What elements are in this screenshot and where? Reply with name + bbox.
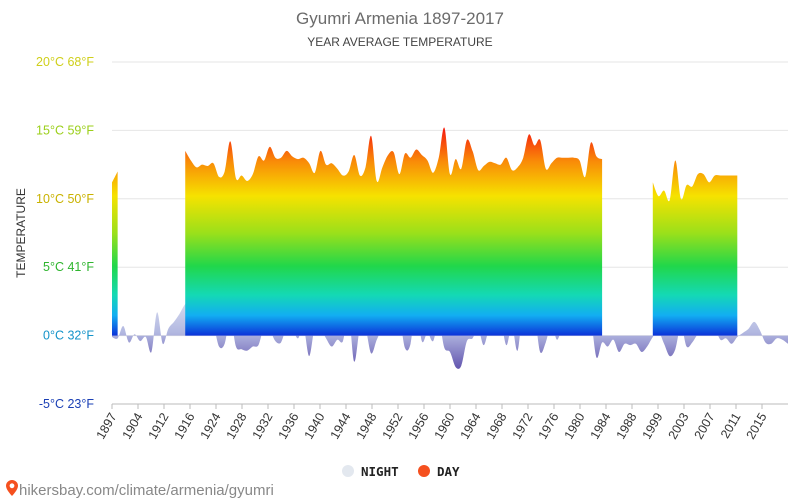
legend[interactable]: NIGHT DAY xyxy=(342,464,460,479)
x-tick-label: 1956 xyxy=(406,410,432,441)
x-tick-label: 1972 xyxy=(510,410,536,441)
x-tick-label: 1936 xyxy=(276,410,302,441)
night-area xyxy=(112,301,788,369)
x-tick-label: 1928 xyxy=(224,410,250,441)
x-tick-label: 1988 xyxy=(614,410,640,441)
x-tick-label: 1944 xyxy=(328,410,354,441)
x-tick-label: 1932 xyxy=(250,410,276,441)
y-tick-label: 20°C 68°F xyxy=(36,55,94,69)
y-tick-label: 0°C 32°F xyxy=(43,329,94,343)
x-tick-label: 1984 xyxy=(588,410,614,441)
x-tick-label: 1976 xyxy=(536,410,562,441)
y-tick-label: 5°C 41°F xyxy=(43,260,94,274)
y-tick-label: 10°C 50°F xyxy=(36,192,94,206)
y-axis-ticks: 20°C 68°F 15°C 59°F 10°C 50°F 5°C 41°F 0°C 3… xyxy=(36,55,94,411)
source-link[interactable]: hikersbay.com/climate/armenia/gyumri xyxy=(6,480,274,499)
legend-night-marker[interactable] xyxy=(342,465,354,477)
source-url[interactable]: hikersbay.com/climate/armenia/gyumri xyxy=(19,482,274,499)
x-tick-label: 2011 xyxy=(718,410,744,440)
x-tick-label: 1952 xyxy=(380,410,406,441)
x-tick-label: 1964 xyxy=(458,410,484,441)
y-tick-label: 15°C 59°F xyxy=(36,123,94,137)
x-axis: 1897 1904 1912 1916 1924 1928 1932 1936 1940 1944… xyxy=(94,403,788,442)
x-tick-label: 1940 xyxy=(302,410,328,441)
chart-subtitle: YEAR AVERAGE TEMPERATURE xyxy=(307,35,492,49)
y-axis-label: TEMPERATURE xyxy=(14,188,28,278)
legend-night-label[interactable]: NIGHT xyxy=(361,464,399,479)
x-tick-label: 2015 xyxy=(744,410,770,441)
location-pin-icon xyxy=(6,480,18,496)
x-tick-label: 1968 xyxy=(484,410,510,441)
day-area xyxy=(185,127,603,336)
x-tick-label: 1999 xyxy=(640,410,666,441)
x-tick-label: 1897 xyxy=(94,410,120,441)
x-tick-label: 1912 xyxy=(146,410,172,441)
x-tick-label: 1980 xyxy=(562,410,588,441)
day-area xyxy=(112,171,118,336)
x-tick-label: 1960 xyxy=(432,410,458,441)
legend-day-label[interactable]: DAY xyxy=(437,464,460,479)
x-tick-label: 1924 xyxy=(198,410,224,441)
x-tick-label: 1904 xyxy=(120,410,146,441)
legend-day-marker[interactable] xyxy=(418,465,430,477)
night-series xyxy=(112,301,788,369)
y-tick-label: -5°C 23°F xyxy=(39,397,95,411)
x-tick-label: 1916 xyxy=(172,410,198,441)
chart-title: Gyumri Armenia 1897-2017 xyxy=(296,9,504,28)
x-tick-label: 2007 xyxy=(692,410,718,441)
x-tick-label: 1948 xyxy=(354,410,380,441)
day-series xyxy=(112,127,738,336)
x-tick-label: 2003 xyxy=(666,410,692,441)
day-area xyxy=(652,160,738,336)
